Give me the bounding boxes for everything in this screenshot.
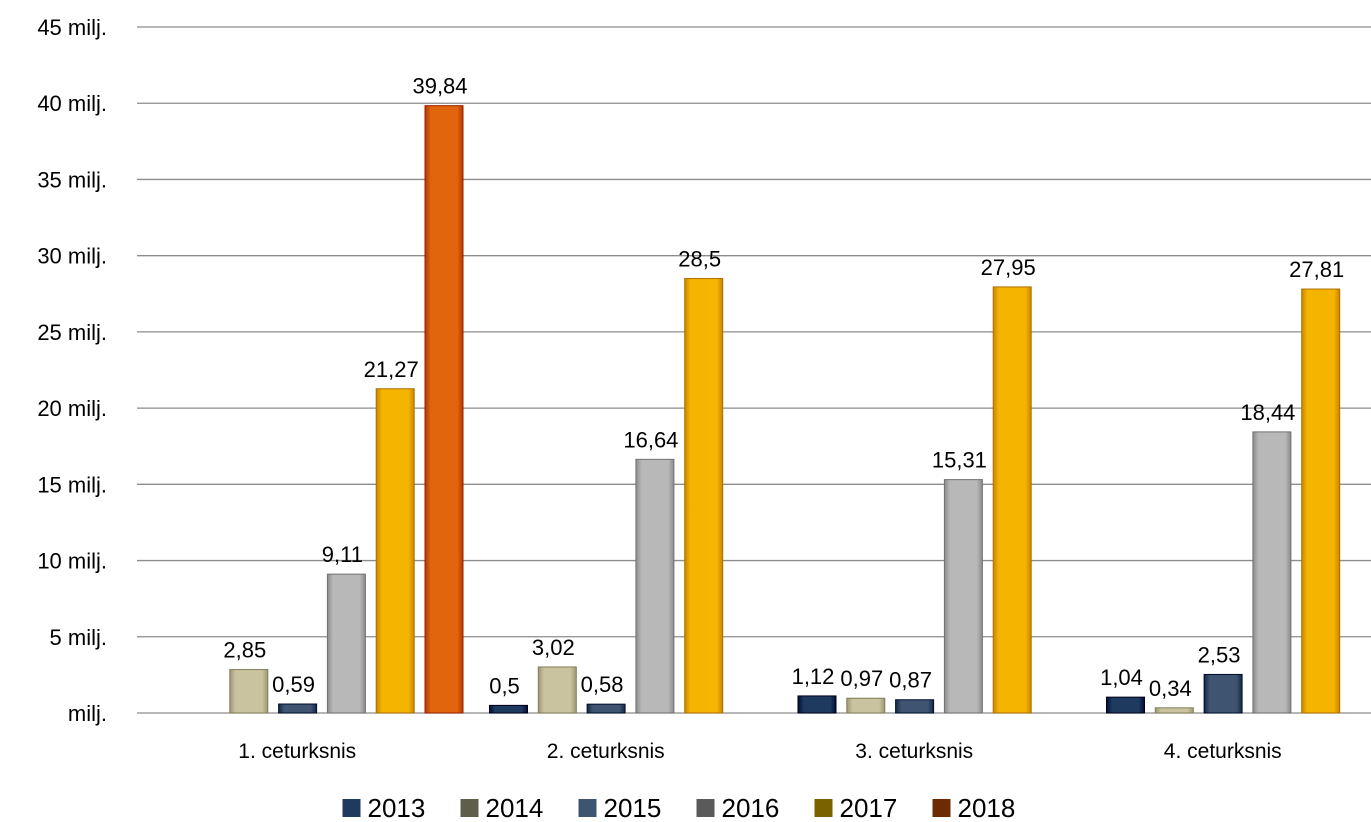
- legend-item-2018: 2018: [932, 793, 1016, 822]
- bar-2016-2: [635, 458, 675, 714]
- bar-2014-1: [229, 669, 269, 714]
- category-label: 2. ceturksnis: [547, 740, 665, 763]
- y-tick-label: 45 milj.: [37, 15, 107, 40]
- gridlines: [137, 26, 1371, 714]
- y-tick-label: 25 milj.: [37, 320, 107, 345]
- data-label: 28,5: [678, 247, 721, 272]
- bar-2013-4: [1106, 696, 1145, 714]
- legend-item-2016: 2016: [696, 793, 780, 822]
- legend-swatch: [578, 799, 597, 817]
- legend-label: 2018: [958, 793, 1016, 822]
- legend-item-2017: 2017: [814, 793, 898, 822]
- y-tick-label: milj.: [68, 701, 107, 726]
- bar-2018-1: [424, 105, 464, 714]
- data-label: 1,04: [1100, 665, 1143, 690]
- category-label: 3. ceturksnis: [855, 740, 973, 763]
- bar-2013-2: [489, 704, 528, 714]
- data-label: 0,87: [889, 668, 932, 693]
- legend-item-2014: 2014: [460, 793, 544, 822]
- data-label: 0,97: [840, 666, 883, 691]
- data-label: 2,85: [223, 638, 266, 663]
- data-label: 3,02: [532, 635, 575, 660]
- y-tick-label: 5 milj.: [50, 625, 107, 650]
- data-label: 27,81: [1289, 257, 1344, 282]
- legend-label: 2015: [604, 793, 662, 822]
- bar-2013-3: [797, 695, 837, 714]
- bar-2017-2: [684, 278, 724, 714]
- bar-2017-1: [375, 388, 415, 714]
- bar-2016-1: [326, 573, 366, 714]
- bar-2014-3: [846, 697, 886, 714]
- bar-2015-4: [1203, 673, 1243, 714]
- data-label: 1,12: [792, 664, 835, 689]
- legend-swatch: [696, 799, 715, 817]
- y-tick-label: 20 milj.: [37, 396, 107, 421]
- y-tick-label: 30 milj.: [37, 244, 107, 269]
- legend-swatch: [342, 799, 361, 817]
- category-labels: 1. ceturksnis 2. ceturksnis 3. ceturksnis 4…: [238, 740, 1281, 763]
- y-tick-label: 35 milj.: [37, 167, 107, 192]
- data-label: 0,34: [1149, 676, 1192, 701]
- data-label: 16,64: [623, 427, 678, 452]
- y-tick-label: 10 milj.: [37, 549, 107, 574]
- legend-label: 2017: [840, 793, 898, 822]
- data-label: 0,59: [272, 672, 315, 697]
- category-label: 1. ceturksnis: [238, 740, 356, 763]
- y-tick-label: 40 milj.: [37, 91, 107, 116]
- legend-label: 2016: [722, 793, 780, 822]
- data-label: 18,44: [1240, 400, 1295, 425]
- legend-item-2013: 2013: [342, 793, 426, 822]
- data-label: 15,31: [932, 448, 987, 473]
- bar-2015-2: [586, 703, 626, 714]
- legend-swatch: [932, 799, 951, 817]
- data-label: 2,53: [1198, 642, 1241, 667]
- bar-2016-3: [943, 479, 983, 714]
- data-label: 27,95: [981, 255, 1036, 280]
- legend-item-2015: 2015: [578, 793, 662, 822]
- bar-2017-3: [992, 286, 1032, 714]
- bar-2015-3: [895, 699, 935, 714]
- bar-2015-1: [278, 703, 318, 714]
- bar-2014-4: [1154, 707, 1194, 714]
- data-labels: 2,850,59 9,11 21,27 39,84 0,5 3,020,58 16,64 28…: [223, 74, 1344, 701]
- data-label: 9,11: [322, 542, 363, 567]
- legend: 2013 2014 2015 2016 2017 2018: [342, 793, 1016, 822]
- legend-label: 2014: [486, 793, 544, 822]
- legend-label: 2013: [368, 793, 426, 822]
- bar-2016-4: [1252, 431, 1292, 714]
- data-label: 0,58: [581, 672, 624, 697]
- data-label: 21,27: [364, 357, 419, 382]
- data-label: 0,5: [489, 673, 520, 698]
- y-axis-tick-labels: milj. 5 milj. 10 milj. 15 milj. 20 milj. 25 m…: [37, 15, 107, 726]
- data-label: 39,84: [412, 74, 467, 99]
- bar-2014-2: [537, 666, 577, 714]
- legend-swatch: [460, 799, 479, 817]
- legend-swatch: [814, 799, 833, 817]
- category-label: 4. ceturksnis: [1164, 740, 1282, 763]
- bars: [229, 105, 1341, 714]
- y-tick-label: 15 milj.: [37, 472, 107, 497]
- bar-2017-4: [1301, 288, 1341, 714]
